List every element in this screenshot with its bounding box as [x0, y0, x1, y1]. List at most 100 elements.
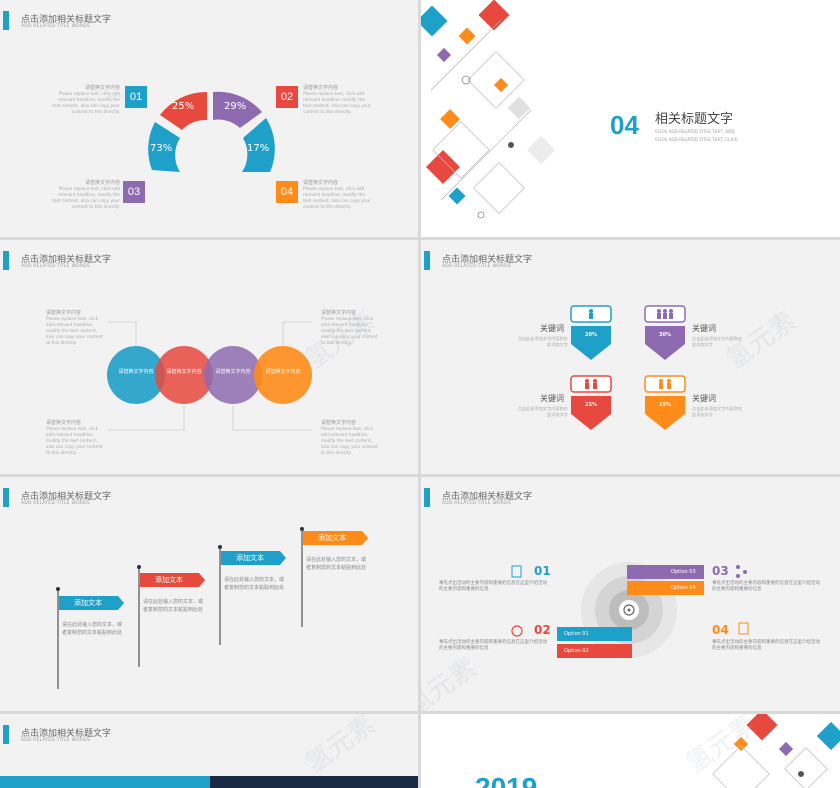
section-line-2: CLICK ADD RELATED TITLE TEXT, CLICK	[655, 137, 738, 142]
section-number: 04	[610, 110, 639, 140]
title-accent-bar	[3, 251, 9, 270]
circle-label: 请替换文字内容	[166, 369, 202, 375]
slide-3[interactable]: 点击添加相关标题文字 ADD RELATED TITLE WORDS 请替换文字…	[0, 240, 418, 474]
slide-8[interactable]: 2019 氢元素	[421, 714, 840, 788]
flag-label: 添加文本	[155, 576, 183, 584]
bar-option-04	[627, 581, 704, 595]
title-accent-bar	[424, 251, 430, 270]
marker-03: 03	[123, 181, 145, 203]
marker-01: 01	[125, 86, 147, 108]
marker-02: 02	[276, 86, 298, 108]
slide-6[interactable]: 点击添加相关标题文字 ADD RELATED TITLE WORDS 01 02…	[421, 477, 840, 711]
flag-desc: 请在此处输入您的文本，或者复制您的文本粘贴到此处	[306, 557, 367, 571]
slide-title: 点击添加相关标题文字	[21, 729, 112, 739]
item-desc: 事先点出活动的主要内容和重要的信息在这里介绍活动的主要内容和重要的信息	[712, 640, 820, 651]
circle-1	[107, 346, 165, 404]
note-text: 请替换文字内容 Please replace text, click add re…	[321, 310, 378, 345]
note-text: 请替换文字内容 Please replace text, click add re…	[46, 420, 103, 455]
keyword-desc: 点击此处添加文字内容和在此添加文字	[517, 406, 568, 417]
flag-desc: 请在此处输入您的文本，或者复制您的文本粘贴到此处	[143, 599, 204, 613]
slide-subtitle: ADD RELATED TITLE WORDS	[21, 738, 90, 743]
slide-2[interactable]: 04 相关标题文字 CLICK ADD RELATED TITLE TEXT, …	[421, 0, 840, 237]
slide-title: 点击添加相关标题文字	[21, 15, 112, 25]
item-desc: 事先点出活动的主要内容和重要的信息在这里介绍活动的主要内容和重要的信息	[439, 640, 547, 651]
slide-title: 点击添加相关标题文字	[21, 255, 112, 265]
note-text: 请替换文字内容 Please replace text, click add re…	[46, 310, 103, 345]
segment-label: 73%	[150, 143, 173, 154]
slide-subtitle: ADD RELATED TITLE WORDS	[442, 501, 511, 506]
bottom-band-dark	[210, 776, 418, 788]
geometric-pattern	[712, 714, 840, 788]
watermark: 氢元素	[299, 714, 381, 780]
slide-subtitle: ADD RELATED TITLE WORDS	[21, 501, 90, 506]
item-text: 请替换文字内容 Please replace text, click add re…	[303, 180, 371, 209]
keyword: 关键词	[540, 394, 564, 403]
pct-label: 20%	[585, 332, 597, 338]
slide-subtitle: ADD RELATED TITLE WORDS	[442, 264, 511, 269]
circle-label: 请替换文字内容	[265, 369, 301, 375]
slide-7[interactable]: 点击添加相关标题文字 ADD RELATED TITLE WORDS 氢元素	[0, 714, 418, 788]
keyword: 关键词	[540, 324, 564, 333]
slide-subtitle: ADD RELATED TITLE WORDS	[21, 24, 90, 29]
option-label: Option 03	[671, 569, 696, 575]
keyword-desc: 点击此处添加文字内容和在此添加文字	[692, 336, 743, 347]
keyword: 关键词	[692, 324, 716, 333]
flag-desc: 请在此处输入您的文本，或者复制您的文本粘贴到此处	[62, 622, 123, 636]
segment-label: 17%	[247, 143, 270, 154]
keyword-icons	[570, 305, 686, 430]
item-text: 请替换文字内容 Please replace text, click add re…	[52, 180, 120, 209]
note-text: 请替换文字内容 Please replace text, click add re…	[321, 420, 378, 455]
circle-3	[204, 346, 262, 404]
pct-label: 25%	[585, 402, 597, 408]
flag-desc: 请在此处输入您的文本，或者复制您的文本粘贴到此处	[224, 577, 285, 591]
bar-option-01	[557, 627, 632, 641]
flag-label: 添加文本	[74, 599, 102, 607]
slide-5[interactable]: 点击添加相关标题文字 ADD RELATED TITLE WORDS 添加文本 …	[0, 477, 418, 711]
segment-17	[242, 118, 275, 172]
segment-73	[148, 122, 180, 172]
segment-label: 25%	[172, 101, 195, 112]
geometric-pattern	[421, 0, 556, 219]
section-title: 相关标题文字	[655, 112, 734, 127]
item-desc: 事先点出活动的主要内容和重要的信息在这里介绍活动的主要内容和重要的信息	[439, 581, 547, 592]
title-accent-bar	[3, 725, 9, 744]
bar-option-03	[627, 565, 704, 579]
pct-label: 25%	[659, 402, 671, 408]
item-text: 请替换文字内容 Please replace text, click add re…	[52, 85, 120, 114]
option-label: Option 01	[564, 631, 589, 637]
item-num: 02	[534, 623, 551, 637]
keyword-desc: 点击此处添加文字内容和在此添加文字	[692, 406, 743, 417]
flag-label: 添加文本	[236, 554, 264, 562]
venn-circles	[107, 321, 312, 431]
slide-title: 点击添加相关标题文字	[442, 255, 533, 265]
circle-label: 请替换文字内容	[118, 369, 154, 375]
item-num: 01	[534, 564, 551, 578]
circle-label: 请替换文字内容	[215, 369, 251, 375]
segment-label: 29%	[224, 101, 247, 112]
slide-title: 点击添加相关标题文字	[21, 492, 112, 502]
title-accent-bar	[424, 488, 430, 507]
slide-1[interactable]: 点击添加相关标题文字 ADD RELATED TITLE WORDS 25% 2…	[0, 0, 418, 237]
arc-chart	[108, 91, 275, 172]
option-label: Option 02	[564, 648, 589, 654]
item-num: 03	[712, 564, 729, 578]
title-accent-bar	[3, 488, 9, 507]
item-num: 04	[712, 623, 729, 637]
flag-timeline	[56, 527, 368, 689]
title-accent-bar	[3, 11, 9, 30]
slide-4[interactable]: 点击添加相关标题文字 ADD RELATED TITLE WORDS 20% 3…	[421, 240, 840, 474]
circle-2	[155, 346, 213, 404]
option-label: Option 04	[671, 585, 696, 591]
flag-label: 添加文本	[318, 534, 346, 542]
year-title: 2019	[475, 772, 538, 788]
target-diagram	[511, 562, 749, 658]
item-desc: 事先点出活动的主要内容和重要的信息在这里介绍活动的主要内容和重要的信息	[712, 581, 820, 592]
segment-29	[213, 91, 262, 128]
keyword-desc: 点击此处添加文字内容和在此添加文字	[517, 336, 568, 347]
pct-label: 30%	[659, 332, 671, 338]
section-line-1: CLICK ADD RELATED TITLE TEXT, ADD	[655, 129, 735, 134]
item-text: 请替换文字内容 Please replace text, click add re…	[303, 85, 371, 114]
marker-04: 04	[276, 181, 298, 203]
slide-title: 点击添加相关标题文字	[442, 492, 533, 502]
segment-25	[160, 91, 207, 130]
